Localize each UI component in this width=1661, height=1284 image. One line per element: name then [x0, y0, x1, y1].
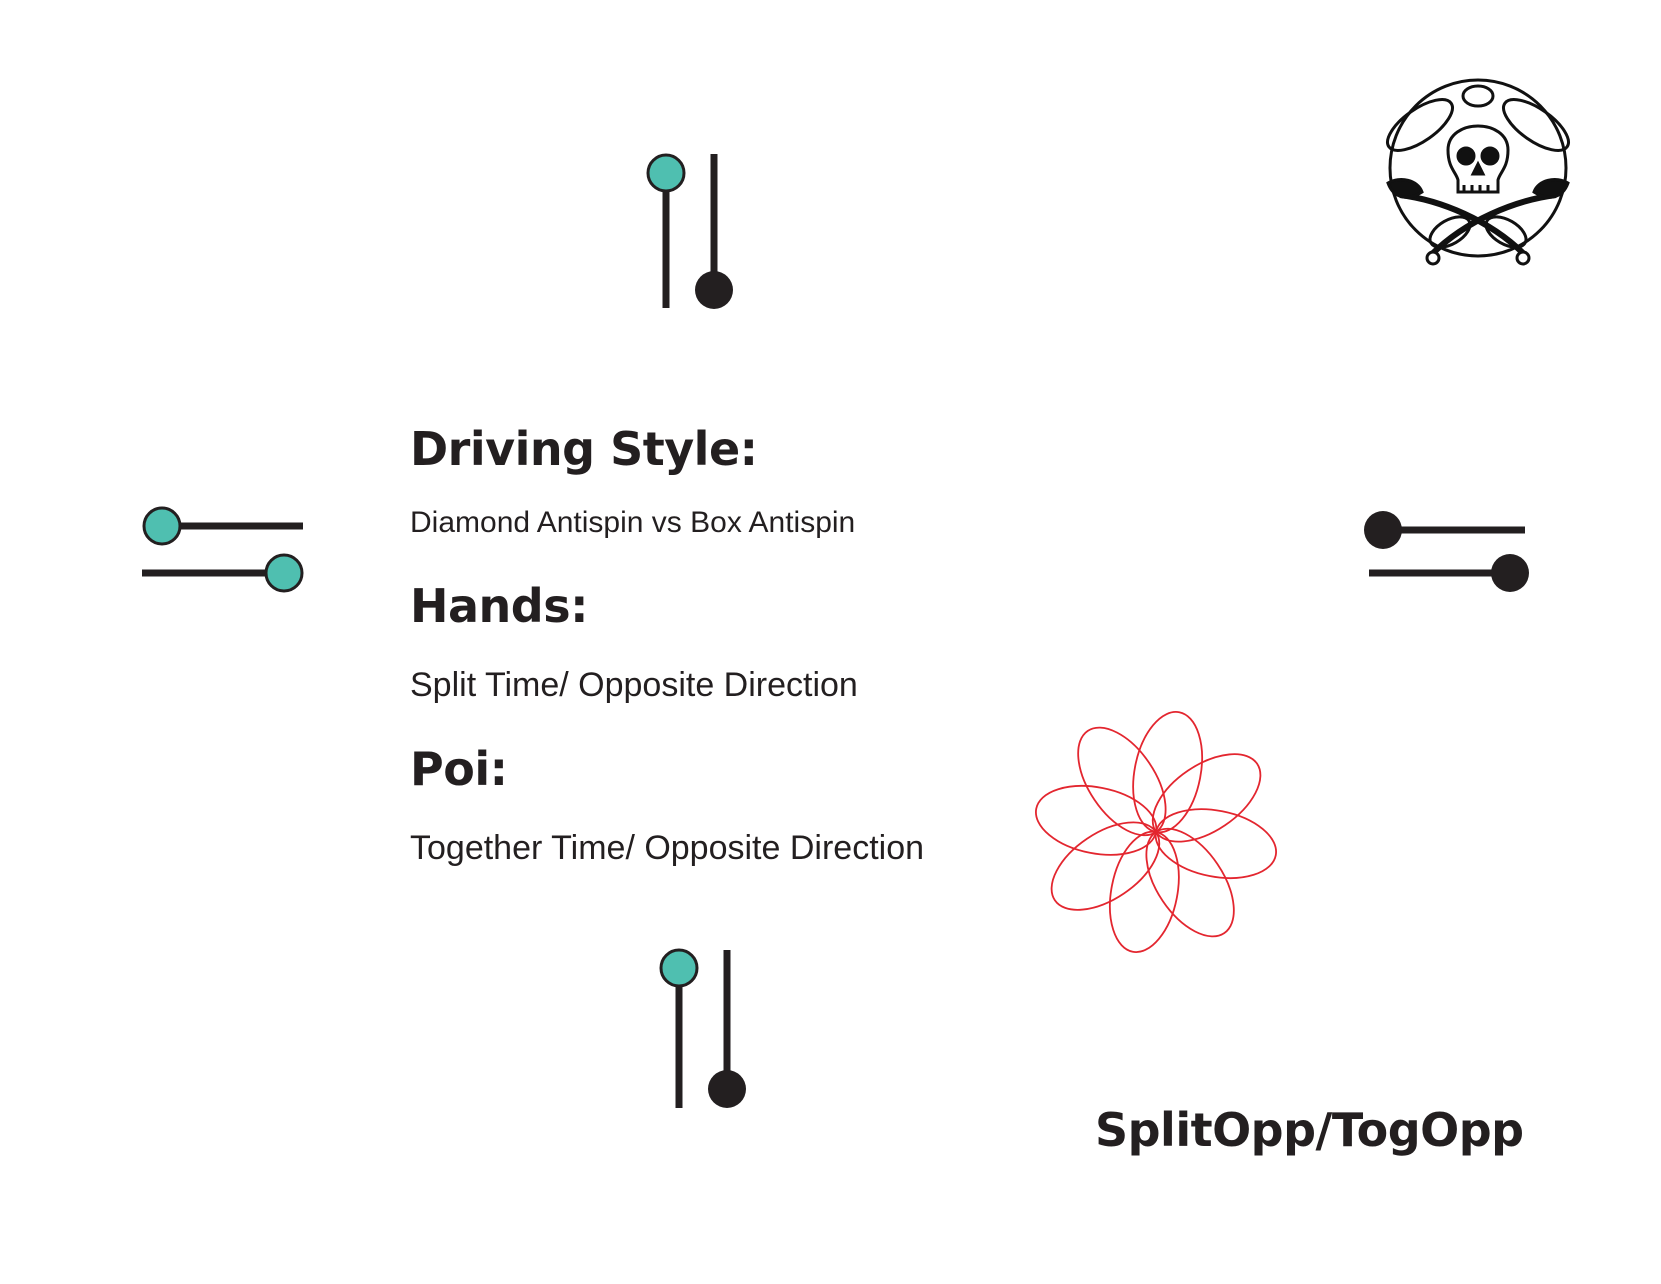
- logo-left-poi-head: [1386, 178, 1424, 199]
- flower-petal: [1035, 785, 1158, 856]
- flower-petal: [1145, 827, 1235, 938]
- top-teal-ball: [646, 153, 686, 193]
- logo-icon: [1386, 78, 1570, 266]
- flower-petal: [1154, 808, 1277, 879]
- logo-top-loop: [1461, 84, 1495, 108]
- bottom-position-icon: [659, 948, 746, 1108]
- flower-petal: [1151, 753, 1262, 843]
- top-dark-ball: [695, 271, 733, 309]
- driving-style-heading: Driving Style:: [410, 422, 758, 476]
- flower-petal: [1077, 726, 1167, 837]
- flower-petal: [1132, 711, 1203, 834]
- logo-ring: [1388, 78, 1568, 258]
- left-position-icon: [142, 506, 304, 593]
- logo-crossbone-1: [1399, 192, 1528, 258]
- left-upper-ball: [142, 506, 182, 546]
- hands-text: Split Time/ Opposite Direction: [410, 666, 858, 704]
- pattern-name: SplitOpp/TogOpp: [1095, 1103, 1524, 1157]
- right-position-icon: [1364, 511, 1529, 592]
- logo-right-poi-head: [1532, 178, 1570, 199]
- logo-left-eye: [1456, 146, 1476, 166]
- bottom-dark-ball: [708, 1070, 746, 1108]
- logo-skull: [1446, 124, 1510, 194]
- poi-text: Together Time/ Opposite Direction: [410, 829, 925, 867]
- flower-petal: [1050, 821, 1161, 911]
- logo-nose: [1470, 160, 1486, 176]
- left-lower-ball: [264, 553, 304, 593]
- logo-bottom-loop-left: [1428, 215, 1472, 249]
- logo-right-orbit: [1502, 98, 1570, 152]
- logo-left-orbit: [1386, 98, 1454, 152]
- top-position-icon: [646, 153, 733, 309]
- flower-icon: [1035, 711, 1277, 953]
- hands-heading: Hands:: [410, 579, 589, 633]
- driving-style-text: Diamond Antispin vs Box Antispin: [410, 506, 856, 539]
- right-upper-ball: [1364, 511, 1402, 549]
- logo-bottom-loop-right: [1484, 215, 1528, 249]
- poi-heading: Poi:: [410, 742, 508, 796]
- logo-right-eye: [1480, 146, 1500, 166]
- logo-crossbone-2: [1428, 192, 1557, 258]
- flower-petal: [1109, 830, 1180, 953]
- bottom-teal-ball: [659, 948, 699, 988]
- right-lower-ball: [1491, 554, 1529, 592]
